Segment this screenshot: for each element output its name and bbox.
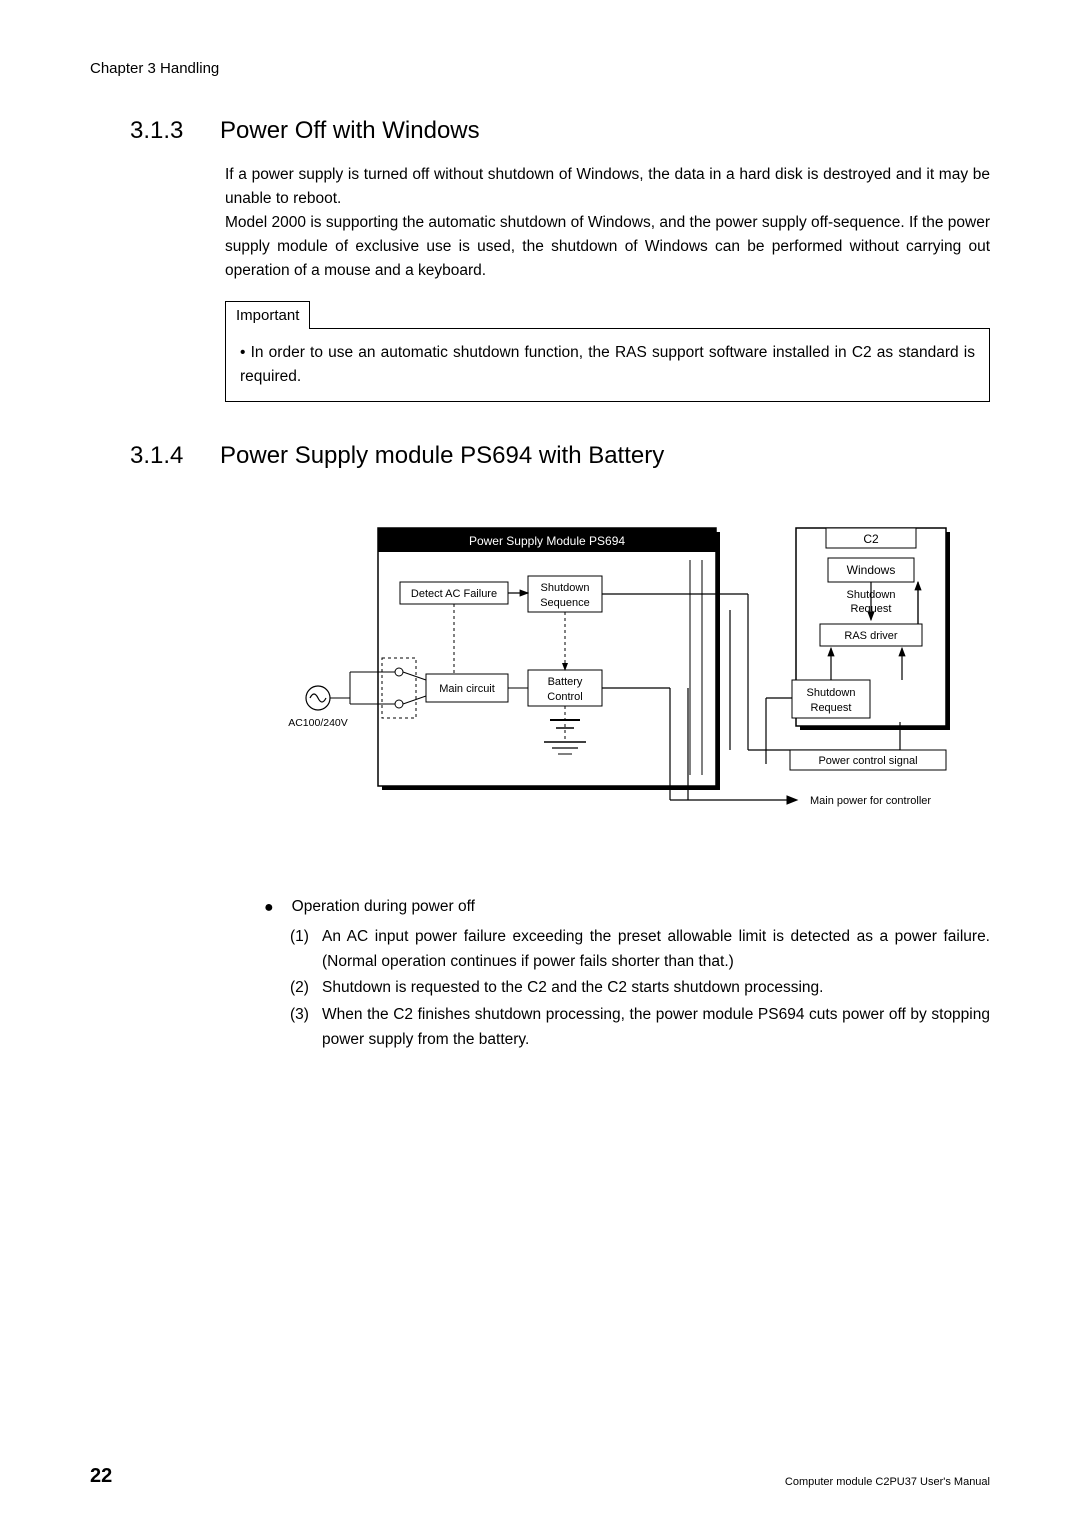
section-title: Power Supply module PS694 with Battery <box>220 442 664 470</box>
section-313-body: If a power supply is turned off without … <box>225 163 990 283</box>
section-num: 3.1.3 <box>130 117 220 145</box>
section-num: 3.1.4 <box>130 442 220 470</box>
important-label: Important <box>225 301 310 329</box>
svg-text:Detect AC Failure: Detect AC Failure <box>411 588 497 600</box>
list-item: (3)When the C2 finishes shutdown process… <box>290 1003 990 1053</box>
svg-text:AC100/240V: AC100/240V <box>288 717 348 729</box>
list-item: (2)Shutdown is requested to the C2 and t… <box>290 976 990 1001</box>
bullet-title: Operation during power off <box>292 895 475 921</box>
ps694-title: Power Supply Module PS694 <box>469 534 625 548</box>
important-text: • In order to use an automatic shutdown … <box>225 328 990 402</box>
section-314-header: 3.1.4 Power Supply module PS694 with Bat… <box>130 442 990 470</box>
operation-list: ● Operation during power off (1)An AC in… <box>270 895 990 1053</box>
chapter-header: Chapter 3 Handling <box>90 60 990 77</box>
list-num: (3) <box>290 1003 322 1053</box>
svg-text:Shutdown: Shutdown <box>541 582 590 594</box>
page-footer: 22 Computer module C2PU37 User's Manual <box>90 1465 990 1488</box>
svg-text:Main circuit: Main circuit <box>439 683 495 695</box>
important-block: Important • In order to use an automatic… <box>225 301 990 402</box>
list-text: An AC input power failure exceeding the … <box>322 925 990 975</box>
list-text: Shutdown is requested to the C2 and the … <box>322 976 990 1001</box>
bullet-icon: ● <box>264 895 274 921</box>
page-number: 22 <box>90 1465 112 1488</box>
svg-text:Windows: Windows <box>847 563 896 577</box>
svg-text:Shutdown: Shutdown <box>807 687 856 699</box>
section-313-header: 3.1.3 Power Off with Windows <box>130 117 990 145</box>
footer-text: Computer module C2PU37 User's Manual <box>785 1476 990 1488</box>
list-item: (1)An AC input power failure exceeding t… <box>290 925 990 975</box>
svg-text:Power control signal: Power control signal <box>818 755 917 767</box>
ps694-diagram: Power Supply Module PS694 C2 Windows Shu… <box>270 520 970 850</box>
list-num: (2) <box>290 976 322 1001</box>
list-num: (1) <box>290 925 322 975</box>
svg-text:RAS driver: RAS driver <box>844 630 898 642</box>
bullet-main: ● Operation during power off <box>270 895 990 921</box>
svg-text:Sequence: Sequence <box>540 597 590 609</box>
svg-text:Request: Request <box>811 702 852 714</box>
svg-text:C2: C2 <box>863 532 879 546</box>
svg-text:Battery: Battery <box>548 676 583 688</box>
section-title: Power Off with Windows <box>220 117 480 145</box>
svg-text:Control: Control <box>547 691 582 703</box>
list-text: When the C2 finishes shutdown processing… <box>322 1003 990 1053</box>
svg-text:Main power for controller: Main power for controller <box>810 795 931 807</box>
